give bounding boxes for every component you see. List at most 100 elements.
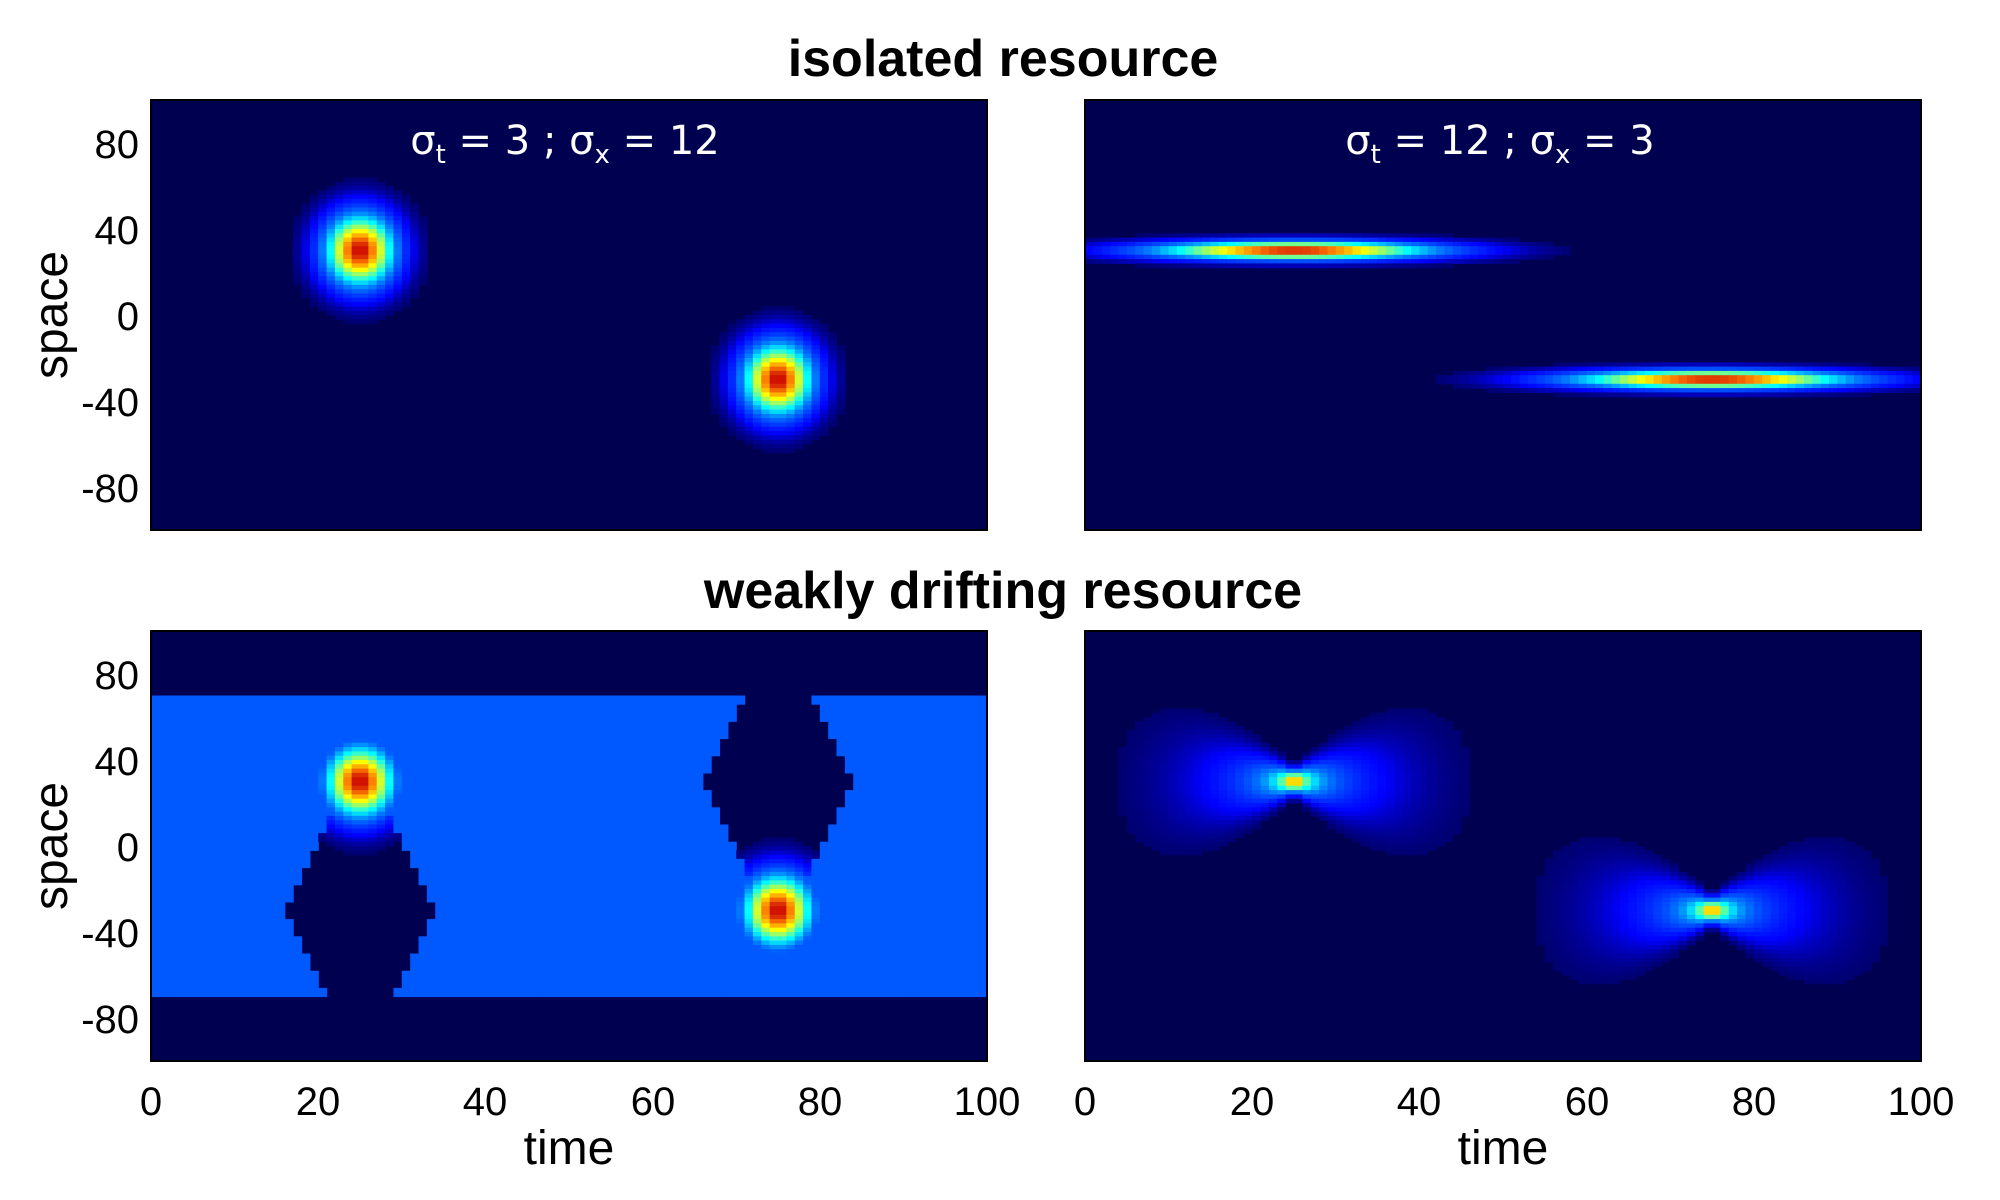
heatmap-cell [368,237,378,243]
heatmap-cell [878,777,888,783]
heatmap-cell [794,362,804,368]
heatmap-cell [368,768,378,774]
heatmap-cell [895,768,904,774]
heatmap-cell [485,794,495,800]
heatmap-cell [485,798,495,804]
heatmap-cell [1645,370,1655,376]
heatmap-cell [510,850,520,856]
heatmap-cell [493,751,503,757]
heatmap-cell [1427,246,1437,252]
heatmap-cell [502,807,512,813]
heatmap-cell [652,751,662,757]
heatmap-cell [176,846,186,851]
heatmap-cell [259,760,269,765]
heatmap-cell [201,807,211,813]
heatmap-cell [1603,375,1613,381]
heatmap-cell [1193,233,1203,239]
heatmap-cell [1511,388,1521,393]
heatmap-cell [669,717,679,722]
heatmap-cell [326,190,336,196]
heatmap-cell [552,772,562,778]
heatmap-cell [903,768,913,774]
heatmap-cell [961,772,971,778]
heatmap-cell [1770,392,1780,398]
heatmap-cell [510,807,520,813]
heatmap-cell [1202,250,1211,256]
heatmap-cell [451,846,461,851]
heatmap-cell [1210,254,1220,260]
heatmap-cell [594,781,604,787]
heatmap-cell [694,708,704,714]
heatmap-cell [769,850,779,856]
heatmap-cell [477,794,486,800]
heatmap-cell [368,211,378,217]
heatmap-cell [502,777,512,783]
heatmap-cell [343,297,353,303]
heatmap-cell [360,751,369,757]
heatmap-cell [1904,370,1914,376]
heatmap-cell [527,846,537,851]
heatmap-cell [920,717,930,722]
heatmap-cell [660,699,670,705]
heatmap-cell [151,742,160,748]
heatmap-cell [184,790,194,795]
heatmap-cell [895,725,904,731]
heatmap-cell [318,250,328,256]
heatmap-cell [343,734,353,740]
heatmap-cell [844,820,854,826]
heatmap-cell [844,833,854,838]
heatmap-cell [201,760,211,765]
heatmap-cell [1503,241,1512,247]
heatmap-cell [569,738,578,744]
heatmap-cell [1260,254,1270,260]
heatmap-cell [418,229,428,234]
heatmap-cell [176,704,186,709]
heatmap-cell [853,734,863,740]
heatmap-cell [945,794,955,800]
heatmap-cell [1820,383,1830,389]
heatmap-cell [1837,375,1847,381]
heatmap-cell [627,798,637,804]
heatmap-cell [368,302,378,307]
heatmap-cell [686,777,695,783]
heatmap-cell [234,704,244,709]
heatmap-cell [1344,259,1354,264]
heatmap-cell [1352,263,1362,269]
heatmap-cell [284,755,294,761]
heatmap-cell [167,699,177,705]
heatmap-cell [911,717,921,722]
heatmap-cell [426,790,436,795]
heatmap-cell [1703,362,1713,368]
heatmap-cell [585,850,595,856]
heatmap-cell [619,755,629,761]
heatmap-cell [309,824,319,830]
heatmap-cell [368,250,378,256]
heatmap-cell [368,699,378,705]
heatmap-cell [660,841,670,847]
heatmap-cell [293,695,303,701]
heatmap-cell [1302,246,1312,252]
heatmap-cell [376,811,386,817]
heatmap-cell [535,790,545,795]
heatmap-cell [368,186,378,191]
heatmap-cell [217,712,227,718]
heatmap-cell [167,751,177,757]
heatmap-cell [251,798,261,804]
heatmap-cell [844,798,854,804]
heatmap-cell [677,721,687,727]
heatmap-cell [468,772,478,778]
heatmap-cell [677,824,687,830]
heatmap-cell [318,772,328,778]
heatmap-cell [861,785,871,791]
heatmap-cell [945,807,955,813]
heatmap-cell [711,833,721,838]
heatmap-cell [268,760,277,765]
heatmap-cell [594,704,604,709]
heatmap-cell [527,854,537,860]
heatmap-cell [970,734,980,740]
heatmap-cell [443,734,453,740]
heatmap-cell [1335,250,1345,256]
heatmap-cell [1277,237,1287,243]
heatmap-cell [460,828,470,834]
heatmap-cell [769,418,779,424]
